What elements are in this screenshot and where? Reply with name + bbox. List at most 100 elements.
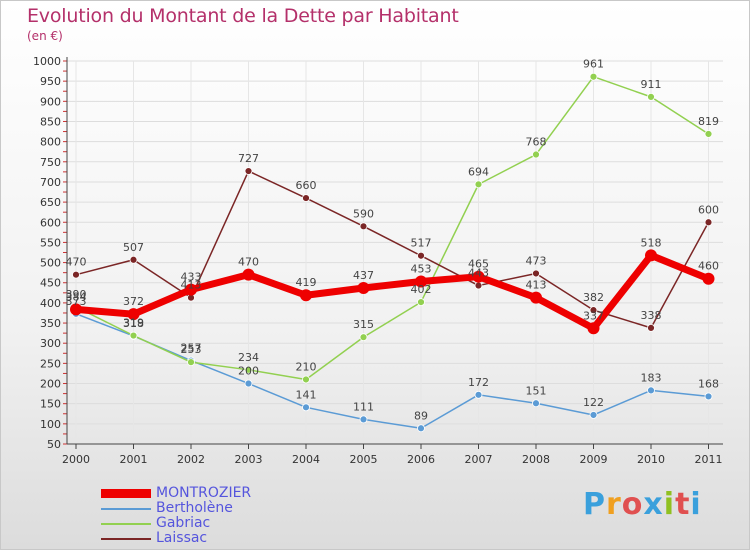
data-label-laissac: 338 — [641, 309, 662, 322]
data-label-montrozier: 453 — [411, 263, 432, 276]
y-tick-label: 950 — [40, 75, 61, 88]
x-tick-label: 2004 — [292, 453, 320, 466]
data-point-montrozier — [530, 291, 542, 304]
data-label-laissac: 660 — [296, 179, 317, 192]
y-tick-label: 800 — [40, 136, 61, 149]
data-point-bertholene — [704, 392, 713, 401]
data-label-gabriac: 253 — [181, 343, 202, 356]
legend-swatch — [101, 507, 151, 510]
series-line-montrozier — [72, 251, 712, 332]
data-point-bertholene — [474, 390, 483, 399]
series-line-bertholene — [75, 313, 710, 430]
logo-letter: P — [583, 487, 606, 522]
x-tick-label: 2007 — [465, 453, 493, 466]
data-label-bertholene: 183 — [641, 371, 662, 384]
data-point-bertholene — [302, 403, 310, 412]
data-label-gabriac: 390 — [66, 288, 87, 301]
logo-letter: x — [643, 487, 664, 522]
data-point-montrozier — [587, 322, 600, 335]
data-label-montrozier: 465 — [468, 258, 489, 271]
x-tick-label: 2003 — [235, 453, 263, 466]
legend-swatch — [101, 537, 151, 540]
proxiti-logo: Proxiti — [583, 487, 702, 522]
data-label-montrozier: 437 — [353, 269, 374, 282]
data-point-laissac — [647, 323, 655, 332]
y-tick-label: 400 — [40, 297, 61, 310]
data-label-montrozier: 337 — [583, 309, 604, 322]
data-point-bertholene — [244, 379, 253, 388]
y-tick-label: 550 — [40, 236, 61, 249]
data-label-bertholene: 89 — [414, 409, 428, 422]
data-point-laissac — [589, 306, 598, 315]
data-point-montrozier — [472, 270, 485, 283]
y-tick-label: 900 — [40, 95, 61, 108]
data-label-bertholene: 111 — [353, 400, 374, 413]
y-tick-label: 300 — [40, 337, 61, 350]
data-point-montrozier — [645, 249, 657, 262]
data-label-bertholene: 318 — [123, 317, 144, 330]
data-point-montrozier — [242, 268, 255, 281]
data-point-bertholene — [417, 424, 425, 433]
data-point-gabriac — [417, 298, 425, 306]
y-tick-label: 200 — [40, 378, 61, 391]
data-label-montrozier: 413 — [526, 279, 547, 292]
chart-title: Evolution du Montant de la Dette par Hab… — [27, 5, 459, 27]
data-point-bertholene — [647, 386, 655, 395]
data-label-gabriac: 911 — [641, 78, 662, 91]
x-tick-label: 2006 — [407, 453, 435, 466]
y-tick-label: 600 — [40, 216, 61, 229]
data-label-bertholene: 172 — [468, 376, 489, 389]
legend-item-montrozier: MONTROZIER — [101, 485, 321, 501]
x-tick-label: 2008 — [522, 453, 550, 466]
x-tick-label: 2005 — [350, 453, 378, 466]
y-tick-label: 350 — [40, 317, 61, 330]
data-point-montrozier — [185, 283, 197, 296]
x-tick-label: 2001 — [120, 453, 148, 466]
data-point-montrozier — [702, 272, 715, 285]
data-label-laissac: 382 — [583, 291, 604, 304]
legend-label: Bertholène — [156, 500, 233, 516]
x-tick-label: 2000 — [62, 453, 90, 466]
data-label-bertholene: 122 — [583, 396, 604, 409]
y-tick-label: 100 — [40, 418, 61, 431]
legend-label: Gabriac — [156, 515, 211, 531]
data-point-laissac — [359, 222, 368, 231]
y-tick-label: 1000 — [33, 55, 61, 68]
data-label-bertholene: 168 — [698, 377, 719, 390]
data-label-laissac: 507 — [123, 241, 144, 254]
x-tick-label: 2011 — [695, 453, 723, 466]
legend-item-bertholene: Bertholène — [101, 500, 321, 516]
data-point-montrozier — [415, 275, 427, 288]
data-label-laissac: 443 — [468, 267, 489, 280]
x-tick-label: 2009 — [580, 453, 608, 466]
data-point-laissac — [474, 281, 483, 290]
data-label-montrozier: 419 — [296, 276, 317, 289]
legend-item-gabriac: Gabriac — [101, 515, 321, 531]
data-label-laissac: 473 — [526, 254, 547, 267]
data-point-gabriac — [129, 331, 138, 340]
data-point-laissac — [244, 167, 253, 175]
data-label-bertholene: 373 — [66, 295, 87, 308]
x-tick-label: 2002 — [177, 453, 205, 466]
data-point-gabriac — [532, 150, 540, 159]
data-point-montrozier — [357, 281, 370, 294]
y-tick-label: 700 — [40, 176, 61, 189]
data-label-bertholene: 200 — [238, 365, 259, 378]
logo-letter: r — [606, 487, 622, 522]
logo-letter: i — [663, 487, 676, 522]
y-tick-label: 250 — [40, 357, 61, 370]
data-label-laissac: 470 — [66, 256, 87, 269]
data-label-gabriac: 210 — [296, 360, 317, 373]
data-label-laissac: 600 — [698, 203, 719, 216]
data-point-laissac — [532, 269, 540, 278]
data-label-bertholene: 151 — [526, 384, 547, 397]
data-point-laissac — [129, 255, 138, 264]
data-label-montrozier: 384 — [66, 290, 87, 303]
data-point-montrozier — [70, 303, 82, 316]
data-point-bertholene — [532, 399, 540, 408]
data-point-gabriac — [187, 358, 195, 367]
y-tick-label: 150 — [40, 398, 61, 411]
logo-letter: i — [690, 487, 702, 522]
x-tick-label: 2010 — [637, 453, 665, 466]
chart-legend: MONTROZIER Bertholène Gabriac Laissac — [101, 485, 321, 546]
